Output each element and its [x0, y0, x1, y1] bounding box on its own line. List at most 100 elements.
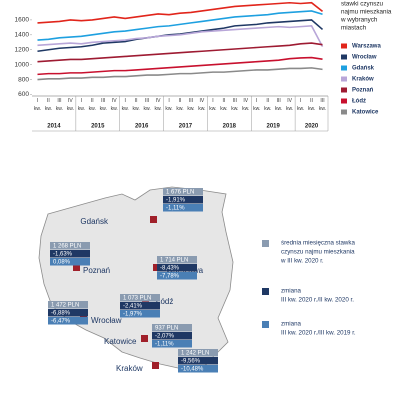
x-tick-label: II kw.	[176, 98, 183, 112]
year-label: 2015	[91, 124, 105, 130]
legend-label: Poznań	[352, 88, 374, 94]
legend-title: w wybranych	[340, 17, 378, 24]
year-label: 2016	[135, 124, 149, 130]
year-label: 2018	[223, 124, 237, 130]
year-label: 2020	[305, 124, 319, 130]
value-text: -2,07%	[155, 334, 175, 340]
legend-swatch	[341, 98, 347, 104]
city-marker	[73, 264, 80, 271]
value-text: -1,97%	[123, 312, 143, 318]
value-cell	[120, 302, 160, 310]
value-text: -7,78%	[160, 274, 180, 280]
city-name: Poznań	[83, 266, 110, 275]
value-cell	[120, 310, 160, 318]
value-cell	[48, 309, 88, 317]
legend-label: Łódź	[352, 99, 366, 105]
value-text: 1 676 PLN	[166, 190, 194, 196]
x-tick-label: IV kw.	[242, 98, 249, 112]
legend-text: zmiana	[281, 288, 302, 295]
x-tick-label: III kw.	[56, 98, 63, 112]
legend-title: miastach	[341, 25, 367, 32]
legend-swatch	[262, 321, 269, 328]
series-line	[37, 67, 323, 81]
legend-text: III kw. 2020 r./III kw. 2019 r.	[281, 330, 356, 337]
legend-title: najmu mieszkania	[341, 9, 392, 16]
value-text: 1 242 PLN	[181, 351, 209, 357]
value-cell	[48, 301, 88, 309]
series-line	[37, 10, 323, 41]
legend-swatch	[341, 109, 347, 115]
legend-title: stawki czynszu	[341, 1, 383, 8]
city-name: Kraków	[116, 364, 143, 373]
x-tick-label: II kw.	[220, 98, 227, 112]
series-line	[37, 56, 323, 76]
x-tick-label: II kw.	[133, 98, 140, 112]
value-text: -1,91%	[166, 198, 186, 204]
value-text: 1 714 PLN	[160, 258, 188, 264]
value-cell	[178, 349, 218, 357]
legend-text: czynszu najmu mieszkania	[281, 249, 355, 256]
value-cell	[163, 204, 203, 212]
value-cell	[163, 188, 203, 196]
value-text: -6,47%	[51, 319, 71, 325]
legend-label: Warszawa	[352, 44, 381, 50]
y-tick-label: 1600	[15, 17, 30, 24]
legend-label: Gdańsk	[352, 66, 375, 72]
value-cell	[157, 256, 197, 264]
legend-swatch	[262, 240, 269, 247]
legend-label: Wrocław	[352, 55, 377, 61]
value-text: 937 PLN	[155, 326, 178, 332]
legend-text: III kw. 2020 r./II kw. 2020 r.	[281, 297, 354, 304]
x-tick-label: III kw.	[275, 98, 282, 112]
x-tick-label: IV kw.	[198, 98, 205, 112]
y-tick-label: 600	[18, 91, 29, 98]
value-text: -1,11%	[166, 206, 185, 212]
value-cell	[178, 357, 218, 365]
x-tick-label: III kw.	[319, 98, 326, 112]
value-text: 1 073 PLN	[123, 296, 151, 302]
value-text: 1 268 PLN	[53, 244, 81, 250]
city-marker	[152, 362, 159, 369]
legend-swatch	[262, 288, 269, 295]
value-cell	[163, 196, 203, 204]
x-tick-label: IV kw.	[286, 98, 293, 112]
value-cell	[120, 294, 160, 302]
value-text: -6,88%	[51, 311, 71, 317]
legend-label: Katowice	[352, 110, 379, 116]
legend-swatch	[341, 87, 347, 93]
city-name: Katowice	[104, 337, 137, 346]
value-cell	[178, 365, 218, 373]
value-cell	[50, 242, 90, 250]
x-tick-label: III kw.	[100, 98, 107, 112]
value-cell	[48, 317, 88, 325]
y-tick-label: 800	[18, 76, 29, 83]
x-tick-label: III kw.	[143, 98, 150, 112]
city-name: Łódź	[156, 297, 173, 306]
series-line	[37, 1, 324, 24]
legend-text: zmiana	[281, 321, 302, 328]
x-tick-label: IV kw.	[67, 98, 74, 112]
x-tick-label: II kw.	[89, 98, 96, 112]
y-tick-label: 1200	[15, 46, 30, 53]
x-tick-label: IV kw.	[154, 98, 161, 112]
value-cell	[157, 264, 197, 272]
value-cell	[152, 332, 192, 340]
value-text: -8,43%	[160, 266, 180, 272]
city-marker	[150, 216, 157, 223]
legend-label: Kraków	[352, 77, 374, 83]
legend-swatch	[341, 54, 347, 60]
value-text: -1,11%	[155, 342, 174, 348]
city-marker	[141, 335, 148, 342]
y-tick-label: 1400	[15, 32, 30, 39]
x-tick-label: II kw.	[45, 98, 52, 112]
city-marker	[153, 264, 160, 271]
legend-swatch	[341, 65, 347, 71]
city-name: Wrocław	[91, 316, 122, 325]
